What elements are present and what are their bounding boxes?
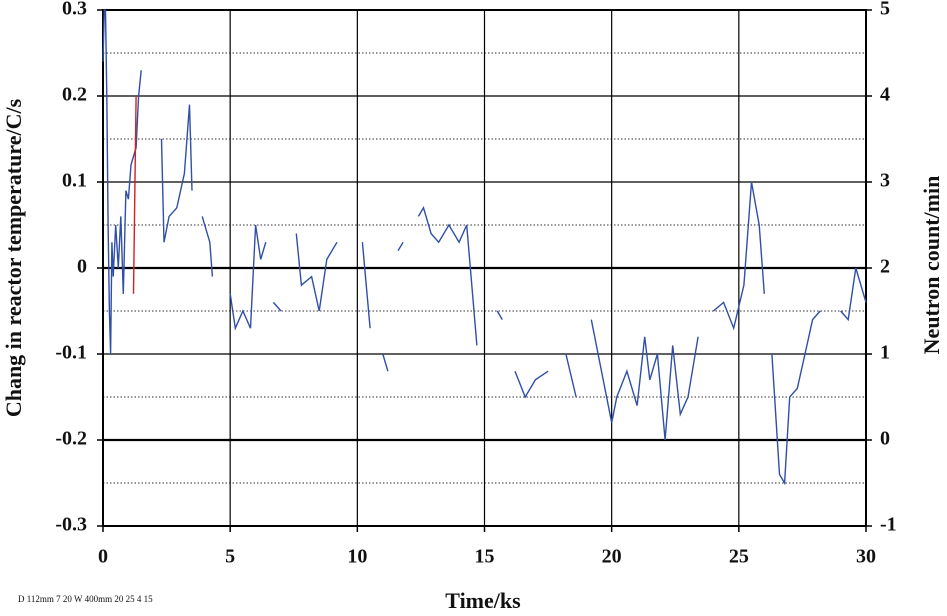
x-tick-label: 20 <box>602 546 622 568</box>
data-line <box>102 9 867 486</box>
x-axis-label: Time/ks <box>445 588 521 613</box>
x-tick-label: 5 <box>225 546 235 568</box>
y-tick-label: 0.3 <box>62 0 87 20</box>
y2-tick-label: 0 <box>880 428 890 450</box>
x-tick-label: 15 <box>475 546 495 568</box>
y-tick-label: -0.2 <box>55 428 87 450</box>
y2-tick-label: 5 <box>880 0 890 20</box>
x-tick-label: 0 <box>98 546 108 568</box>
y2-tick-label: -1 <box>880 514 897 536</box>
y-tick-label: 0.1 <box>62 170 87 192</box>
y-tick-label: 0.2 <box>62 84 87 106</box>
x-tick-label: 10 <box>347 546 367 568</box>
y2-tick-label: 2 <box>880 256 890 278</box>
annotation: D 112mm 7 20 W 400mm 20 25 4 15 <box>18 594 153 604</box>
data-line <box>132 95 137 294</box>
y-tick-label: -0.1 <box>55 342 87 364</box>
y-axis-label: Chang in reactor temperature/C/s <box>1 98 26 417</box>
y2-axis-label: Neutron count/min <box>919 176 944 355</box>
x-tick-label: 30 <box>856 546 876 568</box>
y-tick-label: -0.3 <box>55 514 87 536</box>
y2-tick-label: 4 <box>880 84 890 106</box>
y2-tick-label: 3 <box>880 170 890 192</box>
plot-frame <box>102 9 867 527</box>
y-tick-label: 0 <box>77 256 87 278</box>
y2-tick-label: 1 <box>880 342 890 364</box>
x-tick-label: 25 <box>729 546 749 568</box>
